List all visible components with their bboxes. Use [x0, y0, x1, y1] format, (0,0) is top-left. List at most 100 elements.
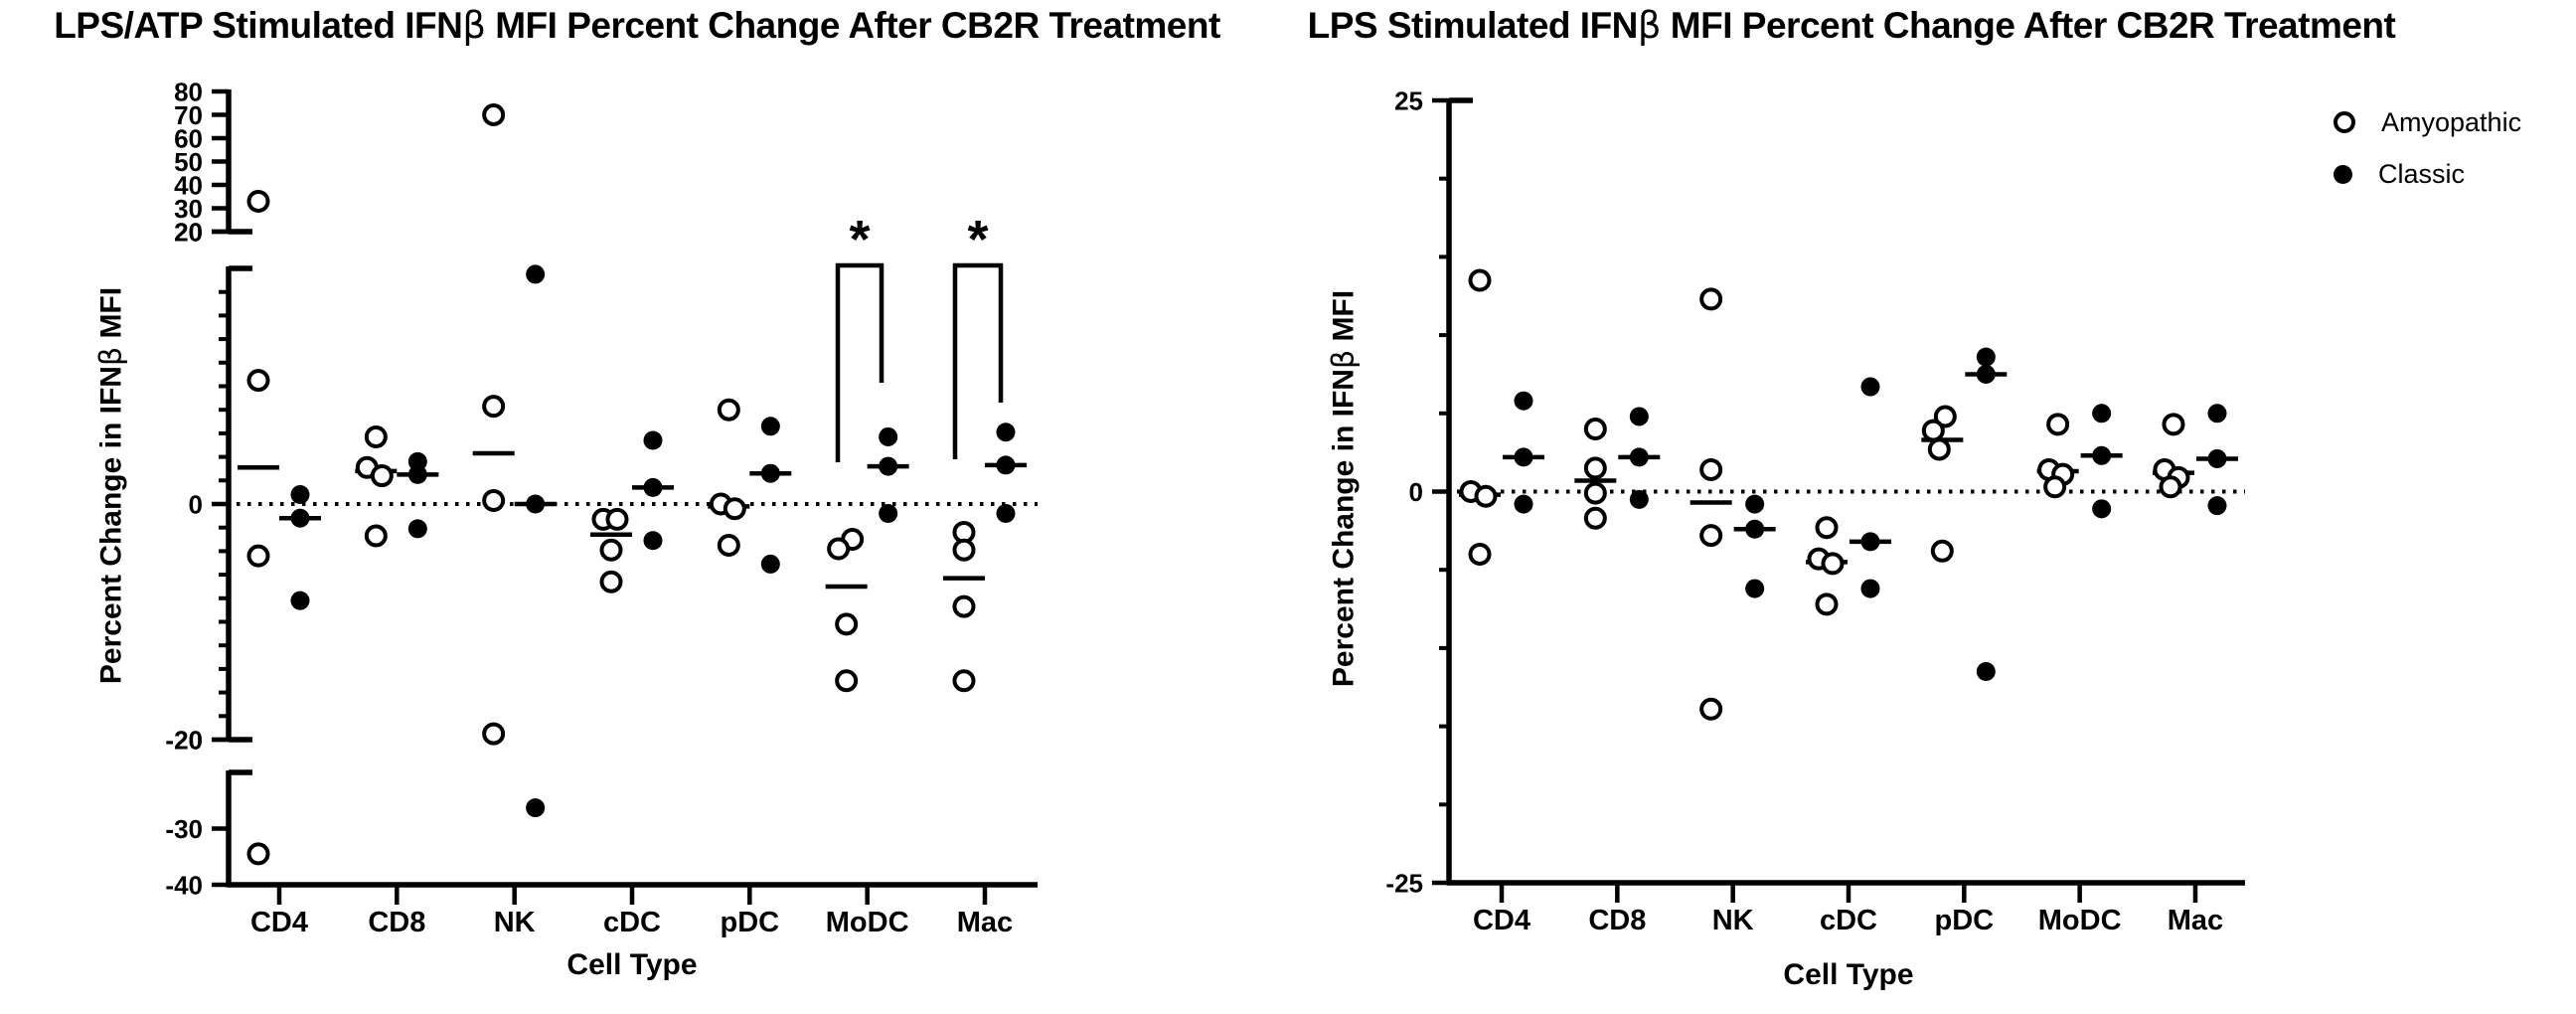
data-point-filled: [407, 451, 427, 471]
data-point-open: [1821, 552, 1845, 576]
data-point-open: [717, 533, 740, 557]
data-point-filled: [1860, 377, 1880, 397]
data-point-filled: [526, 264, 546, 284]
y-tick-label: 70: [174, 100, 203, 130]
data-point-open: [952, 594, 976, 618]
data-point-filled: [526, 798, 546, 818]
data-point-filled: [1745, 579, 1765, 598]
data-point-filled: [526, 494, 546, 514]
data-point-filled: [760, 417, 780, 436]
y-tick-label: 50: [174, 147, 203, 177]
y-tick-label: 40: [174, 171, 203, 201]
data-point-filled: [1976, 347, 1996, 367]
data-point-open: [835, 669, 859, 693]
data-point-open: [1468, 268, 1492, 292]
data-point-filled: [2207, 404, 2227, 423]
legend: Amyopathic Classic: [2334, 107, 2521, 189]
data-point-filled: [290, 508, 310, 528]
data-point-open: [482, 103, 506, 126]
data-point-open: [835, 612, 859, 636]
x-category-label: CD4: [1473, 905, 1530, 936]
data-point-open: [370, 464, 394, 488]
data-point-filled: [760, 554, 780, 574]
data-point-filled: [290, 591, 310, 610]
data-point-filled: [643, 430, 663, 450]
x-category-label: pDC: [721, 907, 780, 938]
data-point-open: [246, 544, 270, 568]
data-point-open: [1699, 457, 1723, 481]
x-category-label: NK: [1712, 905, 1754, 936]
data-point-open: [246, 189, 270, 213]
data-point-open: [1474, 484, 1498, 508]
data-point-filled: [996, 455, 1016, 475]
data-point-open: [1699, 287, 1723, 311]
data-point-open: [605, 507, 629, 531]
data-point-open: [827, 537, 851, 561]
legend-item-classic: Classic: [2334, 159, 2521, 189]
data-point-open: [482, 722, 506, 746]
significance-bracket: [835, 262, 885, 462]
x-category-label: cDC: [1820, 905, 1877, 936]
data-point-filled: [1629, 447, 1649, 467]
x-category-label: pDC: [1935, 905, 1995, 936]
data-point-filled: [1860, 579, 1880, 598]
y-axis-label-right: Percent Change in IFNβ MFI: [1327, 141, 1362, 837]
data-point-filled: [996, 422, 1016, 442]
data-point-open: [952, 669, 976, 693]
x-category-label: CD8: [1588, 905, 1646, 936]
significance-asterisk: *: [849, 210, 870, 269]
data-point-open: [1815, 516, 1839, 540]
filled-circle-icon: [2334, 164, 2352, 184]
x-axis-label-left: Cell Type: [566, 948, 698, 981]
y-tick-label: 80: [174, 78, 203, 107]
data-point-filled: [1629, 489, 1649, 509]
ylabel-text: Percent Change in IFN: [94, 366, 128, 685]
legend-label: Amyopathic: [2381, 106, 2522, 137]
ylabel-text: MFI: [94, 286, 128, 347]
data-point-open: [1468, 542, 1492, 566]
data-point-open: [1927, 437, 1951, 461]
beta-glyph: β: [462, 4, 486, 47]
data-point-open: [246, 369, 270, 393]
title-text: MFI Percent Change After CB2R Treatment: [1661, 5, 2396, 46]
legend-item-amyopathic: Amyopathic: [2334, 107, 2521, 137]
y-tick-label: 20: [174, 218, 203, 248]
data-point-open: [1699, 524, 1723, 548]
data-point-open: [1583, 481, 1607, 505]
data-point-filled: [996, 503, 1016, 523]
data-point-open: [1815, 592, 1839, 616]
data-point-filled: [2092, 404, 2112, 423]
x-axis-label-right: Cell Type: [1783, 958, 1914, 991]
x-category-label: Mac: [2168, 905, 2223, 936]
data-point-filled: [1976, 364, 1996, 384]
data-point-open: [1930, 539, 1954, 563]
y-tick-label: -20: [165, 726, 203, 756]
data-point-filled: [2092, 445, 2112, 465]
data-point-filled: [1745, 519, 1765, 539]
data-point-filled: [1514, 391, 1533, 411]
data-point-filled: [643, 477, 663, 497]
data-point-open: [723, 497, 746, 521]
x-category-label: MoDC: [2038, 905, 2122, 936]
data-point-open: [2159, 475, 2182, 499]
data-point-open: [952, 538, 976, 562]
y-tick-label: 0: [189, 490, 203, 520]
data-point-open: [246, 842, 270, 866]
y-tick-label: -25: [1385, 869, 1423, 899]
x-category-label: Mac: [957, 907, 1013, 938]
data-point-filled: [1514, 447, 1533, 467]
data-point-filled: [643, 531, 663, 551]
ylabel-text: MFI: [1327, 289, 1361, 350]
data-point-open: [1933, 405, 1957, 428]
data-point-open: [2046, 413, 2070, 436]
y-tick-label: 30: [174, 194, 203, 224]
beta-glyph: β: [93, 346, 129, 367]
data-point-filled: [1745, 494, 1765, 514]
title-text: LPS Stimulated IFN: [1307, 5, 1639, 46]
ylabel-text: Percent Change in IFN: [1327, 369, 1361, 688]
open-circle-icon: [2334, 111, 2355, 133]
data-point-open: [364, 424, 388, 448]
data-point-filled: [2207, 448, 2227, 468]
